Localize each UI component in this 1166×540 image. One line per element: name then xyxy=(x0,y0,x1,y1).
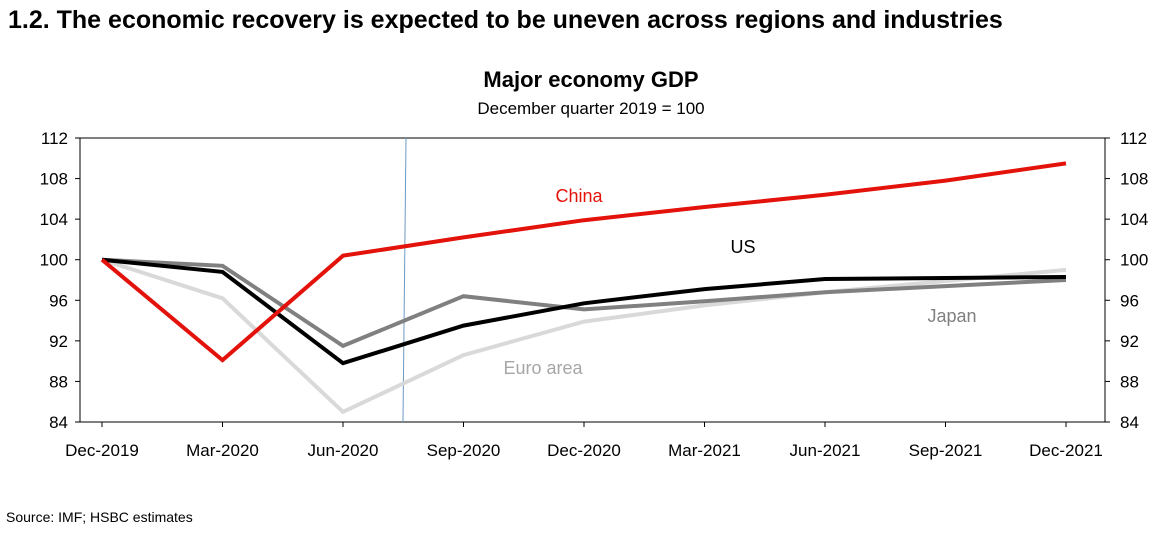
series-label-euro-area: Euro area xyxy=(503,358,583,378)
series-line-japan xyxy=(101,257,1067,349)
series-line-us xyxy=(101,257,1067,366)
y-tick-label-left: 104 xyxy=(40,210,68,229)
series-label-china: China xyxy=(555,186,603,206)
chart-subtitle: December quarter 2019 = 100 xyxy=(477,99,704,118)
x-tick-label: Jun-2020 xyxy=(308,441,379,460)
plot-area xyxy=(79,137,1106,423)
x-tick-label: Dec-2021 xyxy=(1029,441,1103,460)
series-line-euro-area xyxy=(101,257,1067,415)
y-tick-label-left: 88 xyxy=(49,372,68,391)
x-tick-label: Dec-2019 xyxy=(65,441,139,460)
y-tick-label-left: 108 xyxy=(40,170,68,189)
y-tick-label-right: 108 xyxy=(1120,170,1148,189)
y-tick-label-left: 92 xyxy=(49,332,68,351)
x-tick-label: Jun-2021 xyxy=(790,441,861,460)
y-tick-label-right: 100 xyxy=(1120,251,1148,270)
period-marker-line xyxy=(402,137,407,423)
y-tick-label-right: 88 xyxy=(1120,372,1139,391)
y-tick-label-left: 112 xyxy=(41,129,68,148)
y-tick-label-right: 104 xyxy=(1120,210,1148,229)
x-tick-label: Mar-2020 xyxy=(186,441,259,460)
chart-title: Major economy GDP xyxy=(483,67,698,92)
x-tick-label: Sep-2020 xyxy=(427,441,501,460)
series-label-us: US xyxy=(730,237,755,257)
x-tick-label: Dec-2020 xyxy=(547,441,621,460)
y-tick-label-right: 84 xyxy=(1120,413,1139,432)
y-tick-label-right: 92 xyxy=(1120,332,1139,351)
y-tick-label-left: 96 xyxy=(49,291,68,310)
y-tick-label-right: 112 xyxy=(1120,129,1147,148)
source-note: Source: IMF; HSBC estimates xyxy=(6,509,193,525)
x-tick-label: Mar-2021 xyxy=(668,441,741,460)
page-heading: 1.2. The economic recovery is expected t… xyxy=(8,6,1003,34)
y-tick-label-left: 84 xyxy=(49,413,68,432)
y-tick-label-right: 96 xyxy=(1120,291,1139,310)
y-tick-label-left: 100 xyxy=(40,251,68,270)
series-line-china xyxy=(100,161,1067,363)
series-label-japan: Japan xyxy=(927,306,976,326)
x-tick-label: Sep-2021 xyxy=(909,441,983,460)
